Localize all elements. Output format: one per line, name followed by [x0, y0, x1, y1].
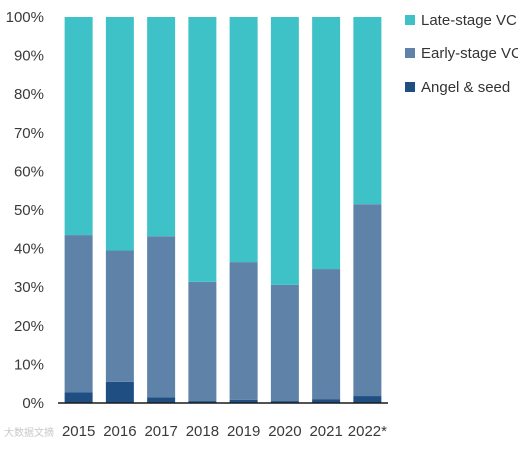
legend-item-early-stage-vc: Early-stage VC — [405, 43, 518, 63]
bar-segment-late-stage-vc — [270, 17, 299, 285]
legend-item-late-stage-vc: Late-stage VC — [405, 10, 517, 30]
y-tick-label: 10% — [14, 356, 44, 373]
y-tick-label: 30% — [14, 279, 44, 296]
y-tick-label: 50% — [14, 202, 44, 219]
bar-segment-late-stage-vc — [64, 17, 93, 236]
y-tick-label: 80% — [14, 86, 44, 103]
bar-segment-late-stage-vc — [312, 17, 341, 270]
legend-label-late-stage-vc: Late-stage VC — [421, 11, 517, 29]
y-tick-label: 60% — [14, 163, 44, 180]
bar-stack-2019 — [229, 17, 258, 403]
bar-segment-early-stage-vc — [105, 250, 134, 382]
bar-segment-early-stage-vc — [353, 204, 382, 397]
bar-segment-angel-seed — [188, 401, 217, 403]
legend-swatch-early-stage-vc — [405, 48, 415, 58]
bar-segment-early-stage-vc — [270, 284, 299, 402]
bar-segment-late-stage-vc — [229, 17, 258, 263]
bar-stack-2017 — [147, 17, 176, 403]
y-tick-label: 90% — [14, 48, 44, 65]
bar-segment-late-stage-vc — [105, 17, 134, 251]
y-tick-label: 20% — [14, 318, 44, 335]
legend-item-angel-seed: Angel & seed — [405, 77, 510, 97]
y-tick-label: 40% — [14, 241, 44, 258]
x-tick-label: 2015 — [62, 423, 95, 440]
x-tick-label: 2020 — [268, 423, 301, 440]
x-tick-label: 2016 — [103, 423, 136, 440]
bar-segment-early-stage-vc — [64, 235, 93, 393]
bar-stack-2018 — [188, 17, 217, 403]
bar-stack-2020 — [270, 17, 299, 403]
x-tick-label: 2022* — [348, 423, 387, 440]
bar-stack-2016 — [105, 17, 134, 403]
bar-segment-angel-seed — [353, 396, 382, 403]
bar-segment-angel-seed — [64, 392, 93, 403]
y-axis-tick-labels: 0% 10% 20% 30% 40% 50% 60% 70% 80% 90% 100% — [6, 9, 44, 412]
bar-segment-late-stage-vc — [188, 17, 217, 282]
x-tick-label: 2019 — [227, 423, 260, 440]
bar-segment-early-stage-vc — [312, 269, 341, 400]
legend-swatch-angel-seed — [405, 82, 415, 92]
legend-label-early-stage-vc: Early-stage VC — [421, 44, 518, 62]
x-tick-label: 2018 — [186, 423, 219, 440]
x-tick-label: 2017 — [144, 423, 177, 440]
legend-label-angel-seed: Angel & seed — [421, 78, 511, 96]
bar-stacks — [64, 17, 382, 403]
bar-segment-early-stage-vc — [147, 236, 176, 398]
bar-segment-angel-seed — [147, 397, 176, 403]
bar-stack-2021 — [312, 17, 341, 403]
bar-segment-late-stage-vc — [353, 17, 382, 205]
x-axis-tick-labels: 2015 2016 2017 2018 2019 2020 2021 2022* — [62, 423, 387, 440]
y-tick-label: 100% — [6, 9, 44, 26]
bar-segment-angel-seed — [312, 399, 341, 403]
bar-segment-angel-seed — [105, 381, 134, 403]
legend-swatch-late-stage-vc — [405, 15, 415, 25]
bar-stack-2022 — [353, 17, 382, 403]
bar-stack-2015 — [64, 17, 93, 403]
bar-segment-early-stage-vc — [188, 281, 217, 402]
bar-segment-angel-seed — [270, 401, 299, 403]
watermark: 大数据文摘 — [4, 428, 54, 439]
bar-segment-angel-seed — [229, 399, 258, 403]
bar-segment-early-stage-vc — [229, 262, 258, 400]
x-tick-label: 2021 — [309, 423, 342, 440]
bar-segment-late-stage-vc — [147, 17, 176, 237]
y-tick-label: 0% — [22, 395, 44, 412]
y-tick-label: 70% — [14, 125, 44, 142]
